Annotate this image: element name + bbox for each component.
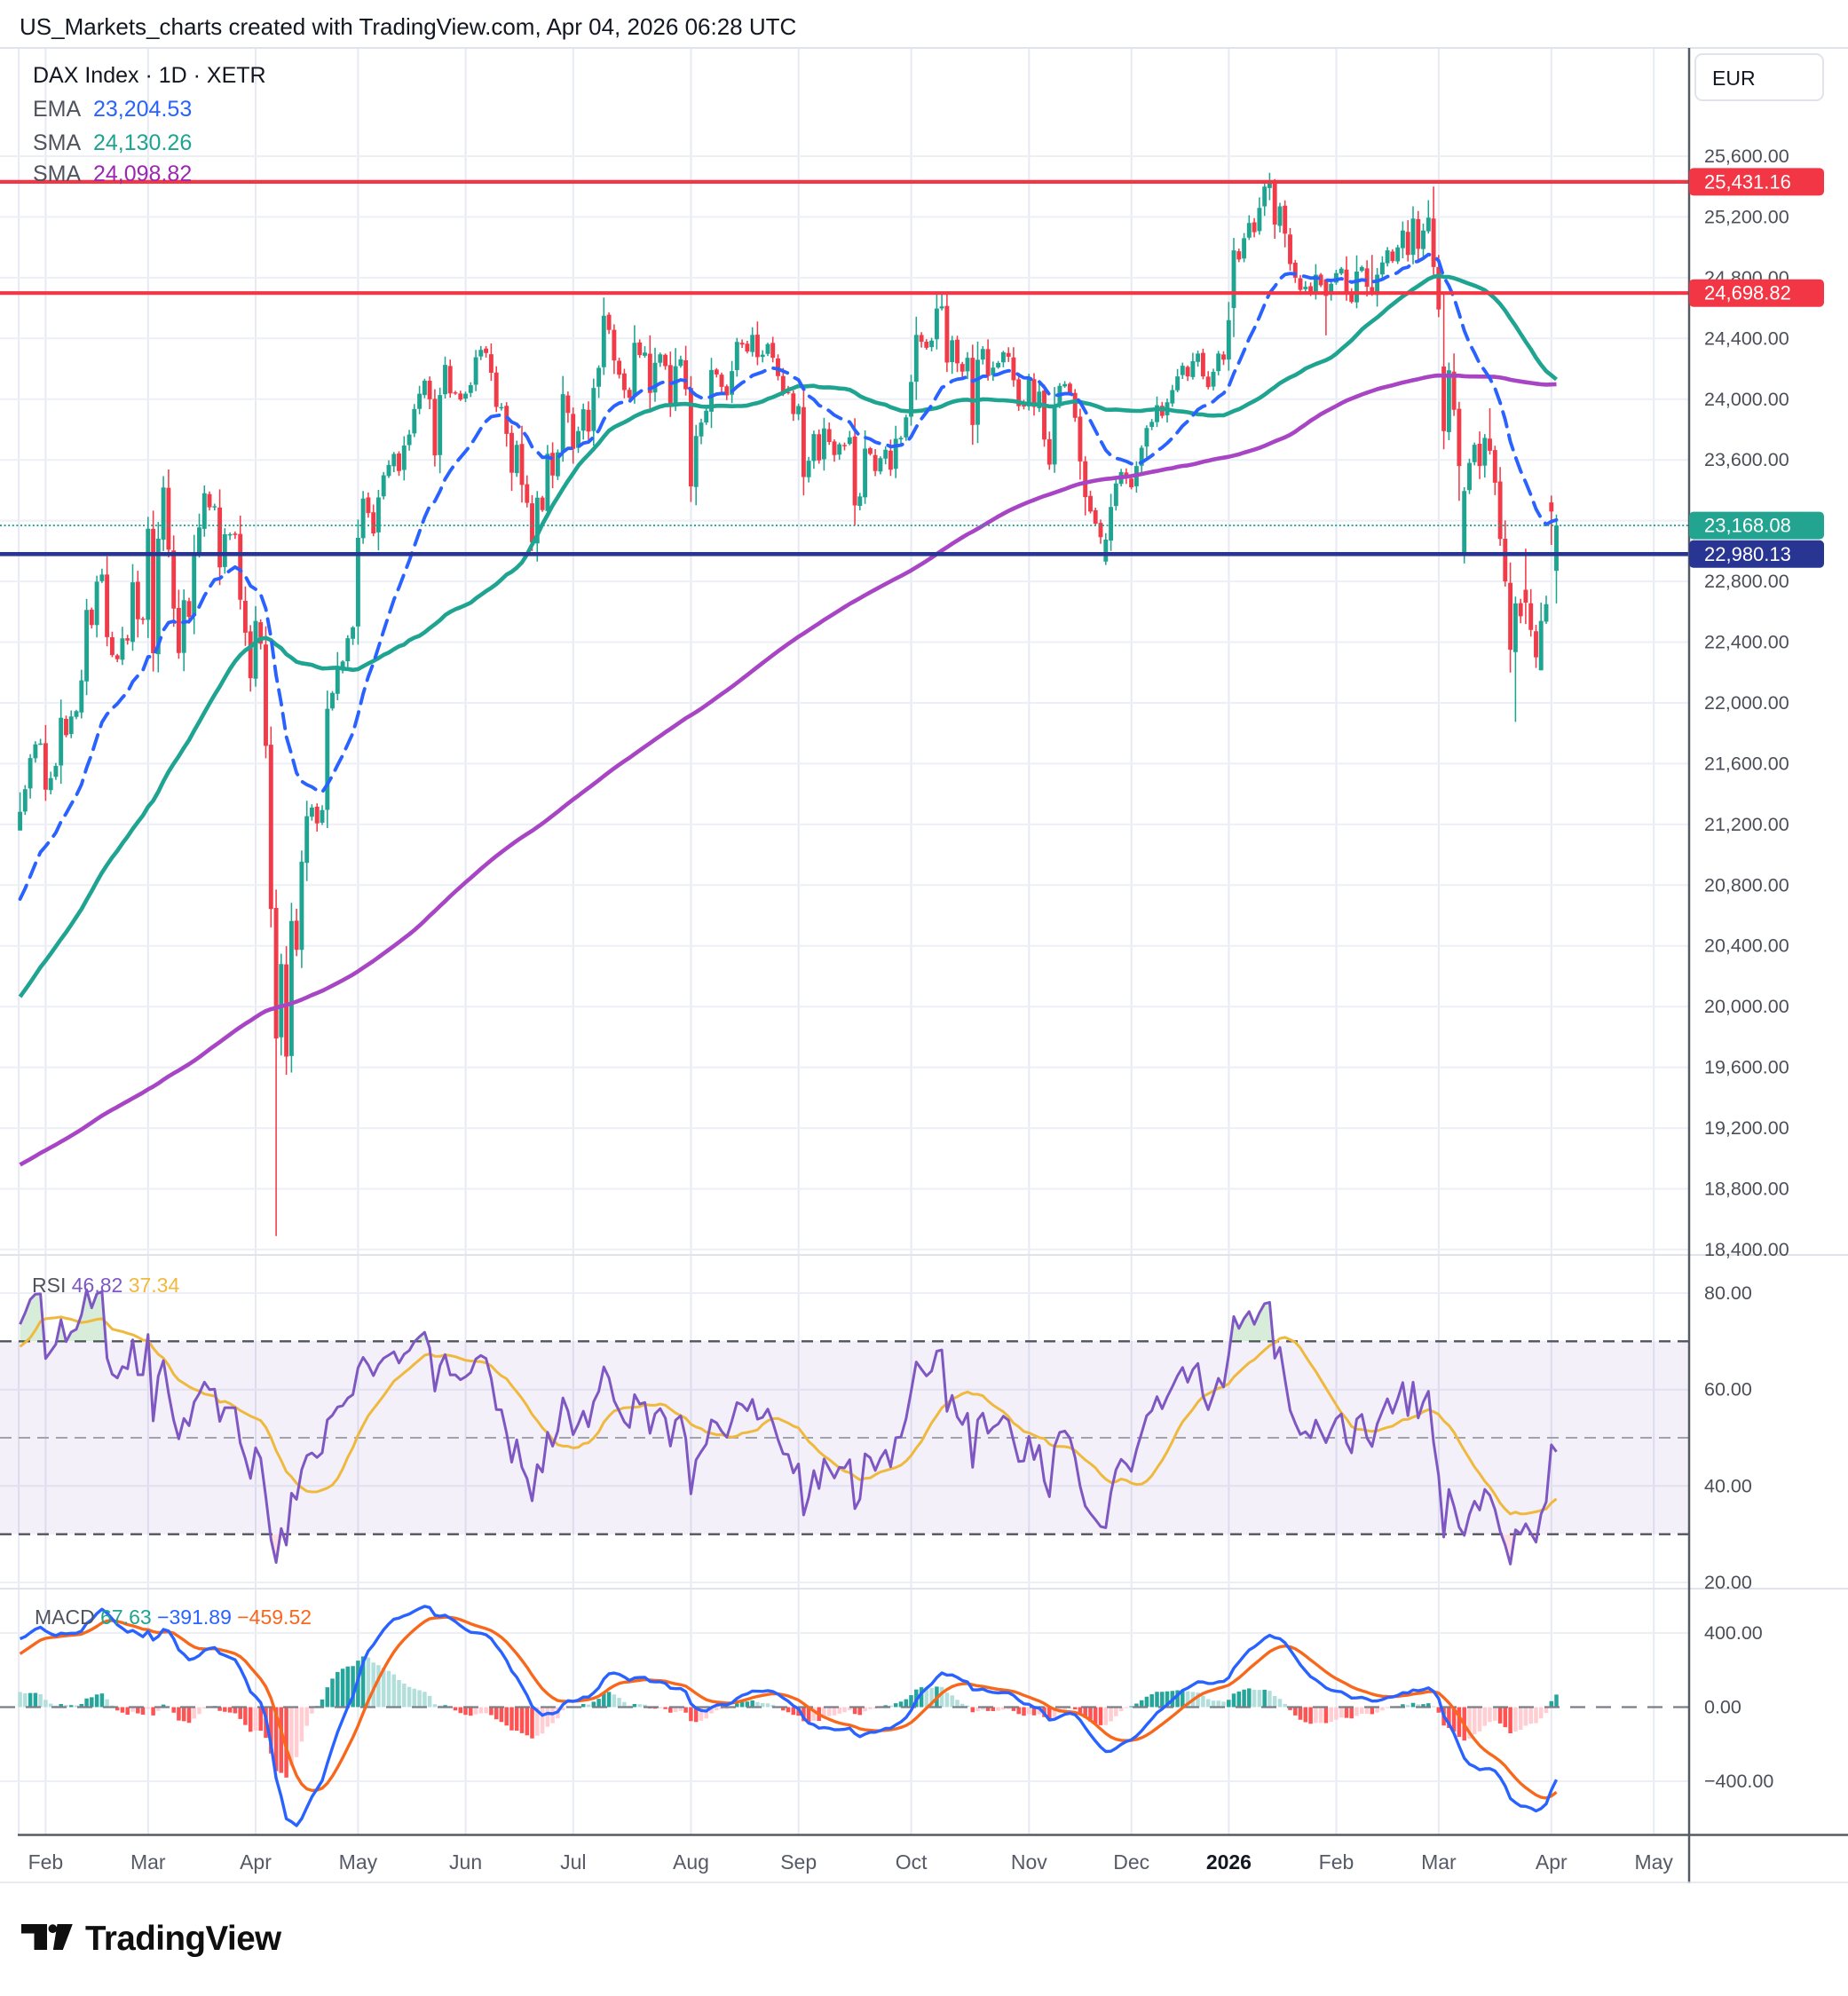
svg-text:DAX Index · 1D · XETR: DAX Index · 1D · XETR xyxy=(33,63,266,88)
svg-text:May: May xyxy=(1634,1850,1673,1874)
svg-text:21,600.00: 21,600.00 xyxy=(1704,753,1789,774)
svg-text:18,400.00: 18,400.00 xyxy=(1704,1239,1789,1260)
svg-text:Apr: Apr xyxy=(240,1850,272,1874)
svg-text:TradingView: TradingView xyxy=(85,1920,282,1958)
svg-text:Apr: Apr xyxy=(1536,1850,1568,1874)
svg-text:Mar: Mar xyxy=(1421,1850,1457,1874)
svg-text:Aug: Aug xyxy=(673,1850,709,1874)
svg-text:20,400.00: 20,400.00 xyxy=(1704,935,1789,957)
svg-text:MACD 67.63 −391.89 −459.52: MACD 67.63 −391.89 −459.52 xyxy=(35,1605,312,1629)
svg-text:23,600.00: 23,600.00 xyxy=(1704,449,1789,470)
svg-text:SMA 24,098.82: SMA 24,098.82 xyxy=(33,162,192,186)
svg-text:19,200.00: 19,200.00 xyxy=(1704,1117,1789,1139)
svg-text:24,698.82: 24,698.82 xyxy=(1704,282,1791,304)
svg-text:40.00: 40.00 xyxy=(1704,1475,1752,1496)
svg-text:80.00: 80.00 xyxy=(1704,1282,1752,1304)
svg-text:18,800.00: 18,800.00 xyxy=(1704,1179,1789,1200)
svg-text:22,000.00: 22,000.00 xyxy=(1704,692,1789,714)
svg-text:Dec: Dec xyxy=(1113,1850,1149,1874)
svg-text:22,400.00: 22,400.00 xyxy=(1704,632,1789,653)
svg-text:RSI 46.82 37.34: RSI 46.82 37.34 xyxy=(32,1274,179,1297)
svg-text:24,400.00: 24,400.00 xyxy=(1704,327,1789,349)
svg-text:−400.00: −400.00 xyxy=(1704,1771,1773,1792)
svg-text:19,600.00: 19,600.00 xyxy=(1704,1057,1789,1078)
svg-text:2026: 2026 xyxy=(1206,1850,1252,1874)
svg-text:400.00: 400.00 xyxy=(1704,1622,1763,1644)
svg-text:US_Markets_charts created with: US_Markets_charts created with TradingVi… xyxy=(20,13,796,40)
svg-text:Sep: Sep xyxy=(780,1850,817,1874)
svg-text:20,000.00: 20,000.00 xyxy=(1704,996,1789,1017)
svg-text:0.00: 0.00 xyxy=(1704,1697,1741,1718)
svg-text:Nov: Nov xyxy=(1011,1850,1047,1874)
svg-text:20.00: 20.00 xyxy=(1704,1572,1752,1593)
svg-text:60.00: 60.00 xyxy=(1704,1379,1752,1400)
svg-text:Feb: Feb xyxy=(28,1850,64,1874)
svg-text:Mar: Mar xyxy=(130,1850,166,1874)
svg-text:22,980.13: 22,980.13 xyxy=(1704,543,1791,565)
svg-text:25,431.16: 25,431.16 xyxy=(1704,170,1791,193)
svg-text:Jul: Jul xyxy=(560,1850,586,1874)
svg-text:Jun: Jun xyxy=(449,1850,482,1874)
svg-text:EMA 23,204.53: EMA 23,204.53 xyxy=(33,97,192,122)
svg-text:25,600.00: 25,600.00 xyxy=(1704,146,1789,167)
svg-text:24,000.00: 24,000.00 xyxy=(1704,389,1789,410)
svg-text:SMA 24,130.26: SMA 24,130.26 xyxy=(33,130,192,155)
svg-text:Oct: Oct xyxy=(896,1850,928,1874)
svg-text:23,168.08: 23,168.08 xyxy=(1704,515,1791,537)
svg-text:Feb: Feb xyxy=(1319,1850,1354,1874)
svg-text:20,800.00: 20,800.00 xyxy=(1704,874,1789,895)
svg-text:25,200.00: 25,200.00 xyxy=(1704,206,1789,227)
svg-text:21,200.00: 21,200.00 xyxy=(1704,814,1789,835)
svg-text:May: May xyxy=(339,1850,378,1874)
svg-text:EUR: EUR xyxy=(1712,67,1756,90)
svg-text:22,800.00: 22,800.00 xyxy=(1704,571,1789,592)
